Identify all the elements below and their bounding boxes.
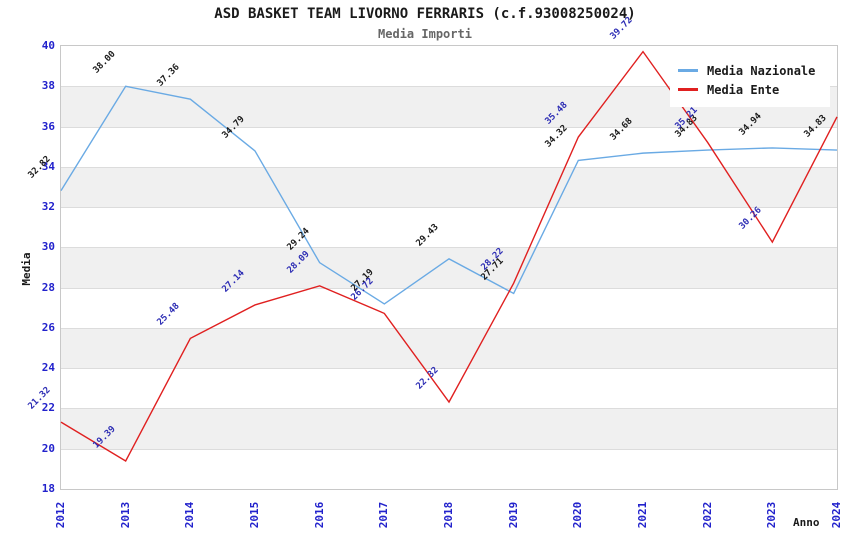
y-tick-label: 20 [41, 441, 55, 455]
chart-title: ASD BASKET TEAM LIVORNO FERRARIS (c.f.93… [214, 6, 636, 22]
y-tick-label: 36 [41, 119, 55, 133]
gridline [61, 448, 837, 450]
stripe-band [61, 247, 837, 288]
legend-label-media-ente: Media Ente [707, 82, 780, 97]
legend: Media Nazionale Media Ente [670, 55, 830, 107]
stripe-band [61, 287, 837, 328]
chart-subtitle: Media Importi [378, 27, 472, 41]
stripe-band [61, 126, 837, 167]
gridline [61, 86, 837, 88]
y-tick-label: 28 [41, 280, 55, 294]
y-tick-label: 24 [41, 361, 55, 375]
series-line-media-nazionale [60, 85, 838, 305]
stripe-band [61, 448, 837, 489]
x-axis-title: Anno [793, 516, 820, 529]
gridline [61, 408, 837, 410]
legend-entry-media-ente: Media Ente [678, 80, 822, 99]
gridline [61, 287, 837, 289]
stripe-band [61, 408, 837, 449]
y-tick-label: 40 [41, 39, 55, 52]
gridline [61, 166, 837, 168]
stripe-band [61, 166, 837, 208]
legend-line-marker-ente [678, 88, 698, 91]
y-tick-label: 22 [41, 401, 55, 415]
y-tick-label: 26 [41, 320, 55, 334]
plot-border [60, 45, 838, 490]
gridline [61, 126, 837, 128]
gridline [61, 247, 837, 249]
legend-line-marker-nazionale [678, 69, 698, 72]
stripe-band [61, 207, 837, 248]
legend-entry-media-nazionale: Media Nazionale [678, 61, 822, 80]
gridline [61, 207, 837, 209]
y-tick-label: 38 [41, 79, 55, 93]
stripe-band [61, 327, 837, 369]
y-tick-label: 30 [41, 240, 55, 254]
gridline [61, 368, 837, 370]
y-tick-label: 34 [41, 159, 55, 173]
gridline [61, 327, 837, 329]
y-tick-label: 32 [41, 200, 55, 214]
y-tick-label: 18 [41, 482, 55, 495]
legend-label-media-nazionale: Media Nazionale [707, 63, 816, 78]
series-line-media-ente [60, 50, 838, 462]
